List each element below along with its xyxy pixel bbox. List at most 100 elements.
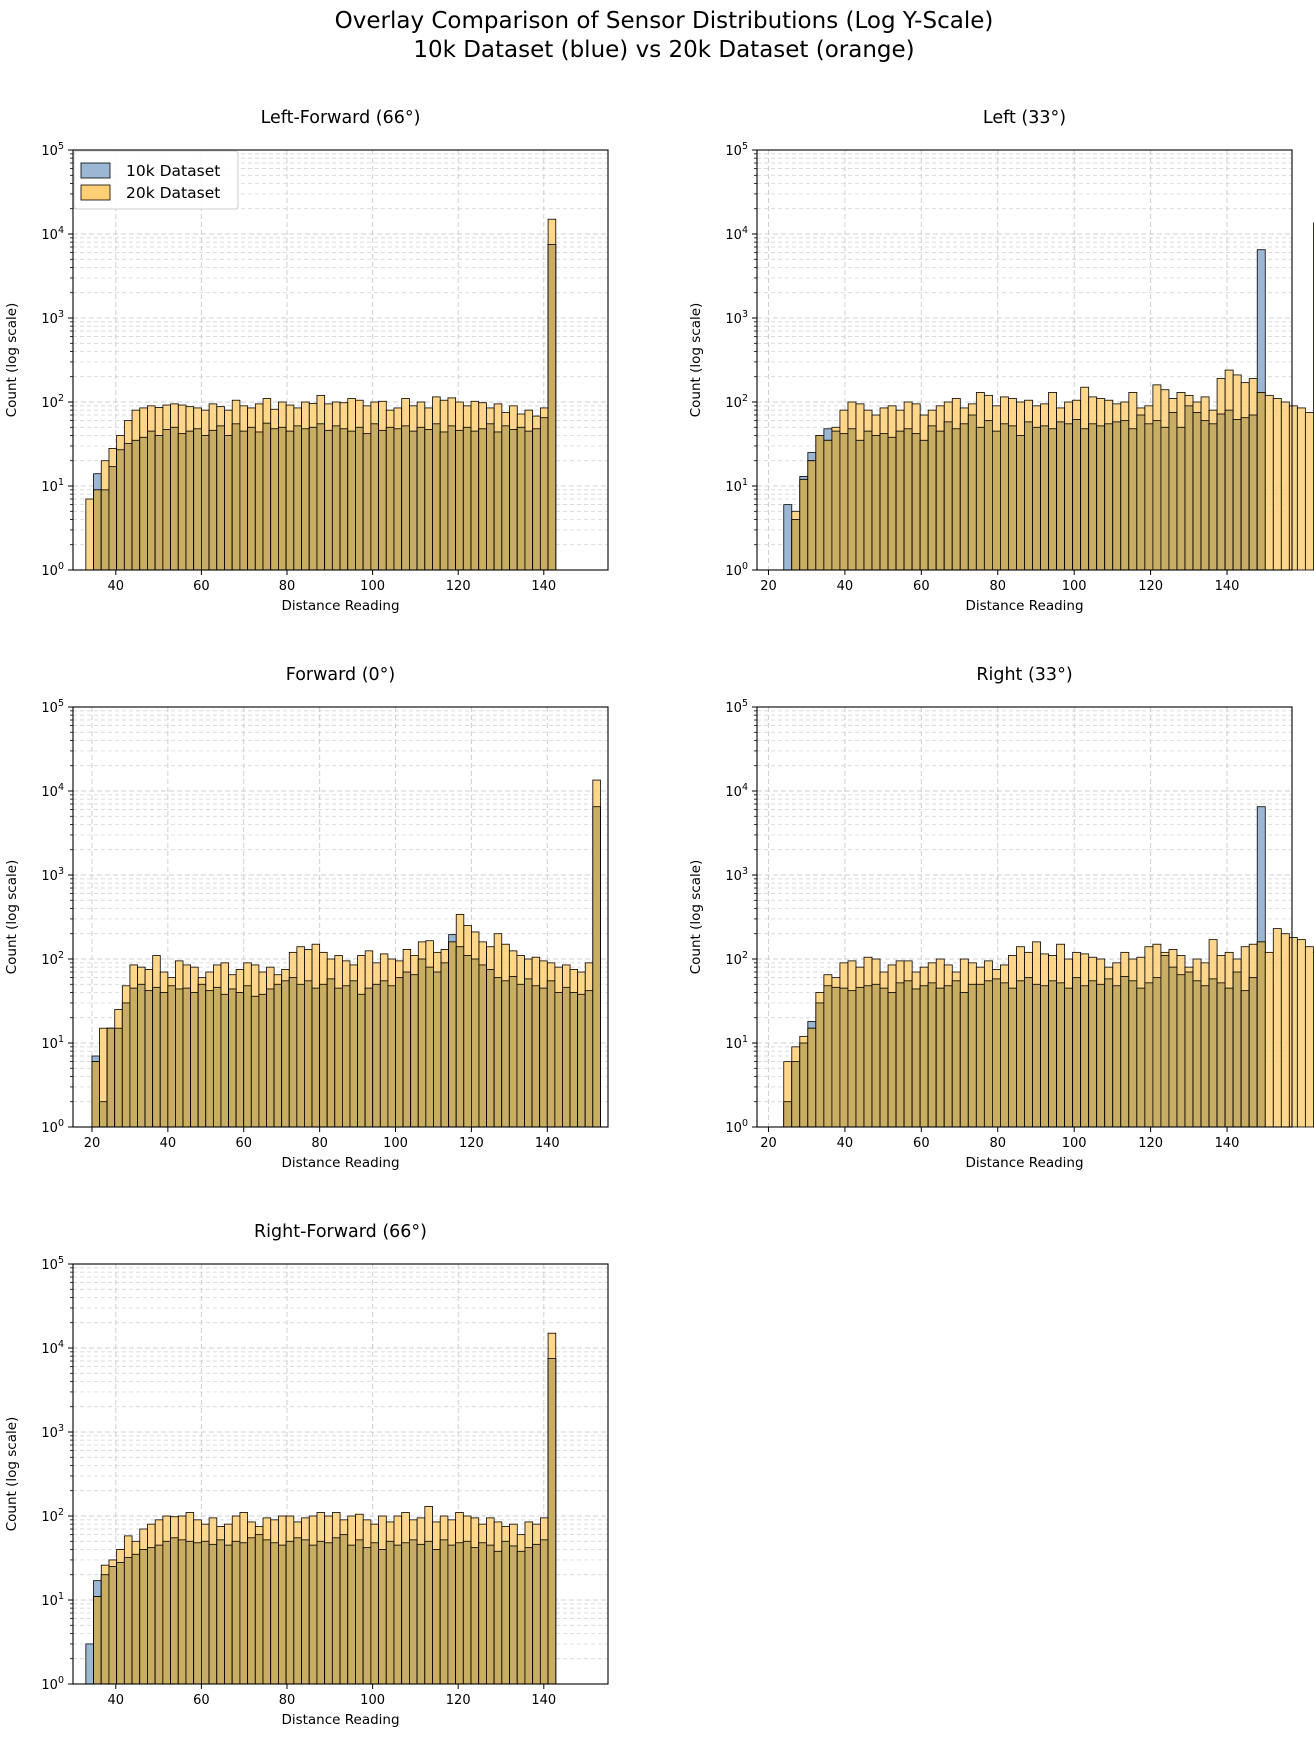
bar-overlap bbox=[524, 978, 533, 1128]
bar-overlap bbox=[254, 431, 264, 571]
bar-overlap bbox=[440, 962, 450, 1128]
bar-overlap bbox=[1240, 417, 1250, 571]
x-axis-label: Distance Reading bbox=[281, 1155, 399, 1171]
bar-overlap bbox=[1192, 980, 1202, 1128]
bar-overlap bbox=[190, 992, 199, 1128]
y-tick-label: 105 bbox=[725, 141, 748, 159]
bar-overlap bbox=[847, 428, 857, 571]
bar-overlap bbox=[177, 433, 187, 571]
axes-frame bbox=[72, 706, 609, 1128]
bar-overlap bbox=[416, 426, 426, 571]
bar-overlap bbox=[349, 980, 358, 1128]
bar-overlap bbox=[147, 1547, 156, 1685]
x-tick-label: 120 bbox=[459, 1136, 484, 1151]
bar-overlap bbox=[200, 435, 210, 571]
bar-overlap bbox=[285, 430, 295, 571]
bar-overlap bbox=[193, 1542, 202, 1685]
bar-overlap bbox=[1248, 977, 1258, 1128]
bar-overlap bbox=[1224, 987, 1234, 1128]
bar-20k bbox=[1288, 937, 1298, 1128]
bar-overlap bbox=[116, 449, 125, 571]
bar-overlap bbox=[1048, 428, 1057, 571]
bar-overlap bbox=[448, 941, 457, 1128]
bar-overlap bbox=[509, 1545, 518, 1685]
bar-overlap bbox=[992, 430, 1001, 571]
bar-overlap bbox=[516, 1550, 526, 1685]
bar-overlap bbox=[455, 1542, 464, 1685]
y-tick-label: 104 bbox=[41, 782, 64, 800]
x-tick-label: 80 bbox=[989, 1136, 1006, 1151]
axes-frame bbox=[72, 149, 609, 571]
bar-overlap bbox=[447, 425, 457, 571]
bar-overlap bbox=[532, 1543, 541, 1685]
bar-overlap bbox=[919, 985, 929, 1128]
bar-overlap bbox=[208, 429, 218, 571]
bar-overlap bbox=[943, 985, 953, 1128]
bar-overlap bbox=[331, 1537, 341, 1685]
legend-swatch-20k bbox=[80, 184, 111, 201]
bar-overlap bbox=[815, 1002, 825, 1128]
x-tick-label: 100 bbox=[1062, 1136, 1087, 1151]
bar-overlap bbox=[967, 414, 977, 571]
bar-20k bbox=[85, 498, 94, 571]
bar-overlap bbox=[106, 1027, 116, 1128]
bar-overlap bbox=[144, 990, 154, 1128]
panel-right-forward: 40 60 80 100 120 140 100 101 102 103 104 105 Right-F… bbox=[4, 1222, 609, 1728]
bar-overlap bbox=[439, 431, 449, 571]
bar-overlap bbox=[562, 986, 571, 1128]
bar-overlap bbox=[863, 430, 873, 571]
bar-overlap bbox=[1168, 412, 1178, 571]
bar-overlap bbox=[1144, 423, 1154, 571]
bar-overlap bbox=[316, 1540, 326, 1685]
bar-20k bbox=[1288, 405, 1298, 571]
bar-overlap bbox=[1056, 982, 1066, 1128]
bar-overlap bbox=[1112, 421, 1122, 571]
bar-overlap bbox=[1000, 982, 1009, 1128]
bar-overlap bbox=[919, 439, 929, 571]
panel-title: Left (33°) bbox=[983, 108, 1066, 128]
y-tick-label: 105 bbox=[41, 698, 64, 716]
bar-overlap bbox=[1080, 985, 1090, 1128]
x-axis-label: Distance Reading bbox=[965, 1155, 1083, 1171]
y-tick-label: 101 bbox=[41, 477, 64, 495]
bar-20k bbox=[1272, 928, 1282, 1128]
bar-overlap bbox=[1088, 980, 1098, 1128]
panel-title: Right (33°) bbox=[976, 665, 1072, 685]
bar-overlap bbox=[951, 428, 961, 571]
bar-overlap bbox=[1072, 419, 1082, 571]
bar-overlap bbox=[177, 1539, 187, 1685]
bar-overlap bbox=[879, 433, 889, 571]
x-tick-label: 20 bbox=[760, 579, 777, 594]
bar-overlap bbox=[216, 425, 225, 571]
bar-10k bbox=[85, 1643, 94, 1685]
bar-overlap bbox=[1160, 955, 1170, 1128]
bar-overlap bbox=[1040, 425, 1049, 571]
bar-overlap bbox=[1120, 976, 1130, 1128]
bar-10k bbox=[783, 504, 793, 571]
y-tick-label: 104 bbox=[725, 782, 748, 800]
bar-overlap bbox=[1096, 425, 1106, 571]
bar-overlap bbox=[462, 426, 472, 571]
bar-overlap bbox=[288, 977, 298, 1128]
bar-20k bbox=[1280, 933, 1290, 1128]
bar-overlap bbox=[903, 980, 913, 1128]
y-tick-label: 101 bbox=[41, 1034, 64, 1052]
bar-overlap bbox=[100, 489, 110, 571]
bar-overlap bbox=[224, 1544, 233, 1685]
bar-overlap bbox=[339, 428, 349, 571]
bar-overlap bbox=[175, 988, 184, 1128]
bar-overlap bbox=[212, 986, 222, 1128]
bar-overlap bbox=[951, 980, 961, 1128]
bar-overlap bbox=[1128, 428, 1138, 571]
bar-overlap bbox=[262, 1539, 272, 1685]
bar-overlap bbox=[1256, 941, 1266, 1128]
bar-overlap bbox=[273, 983, 283, 1128]
bar-overlap bbox=[355, 426, 364, 571]
bar-overlap bbox=[791, 1061, 801, 1128]
panel-title: Forward (0°) bbox=[286, 665, 395, 685]
bar-overlap bbox=[254, 1534, 264, 1685]
bar-overlap bbox=[1072, 977, 1082, 1128]
bar-overlap bbox=[554, 992, 563, 1128]
bar-overlap bbox=[362, 1547, 372, 1685]
